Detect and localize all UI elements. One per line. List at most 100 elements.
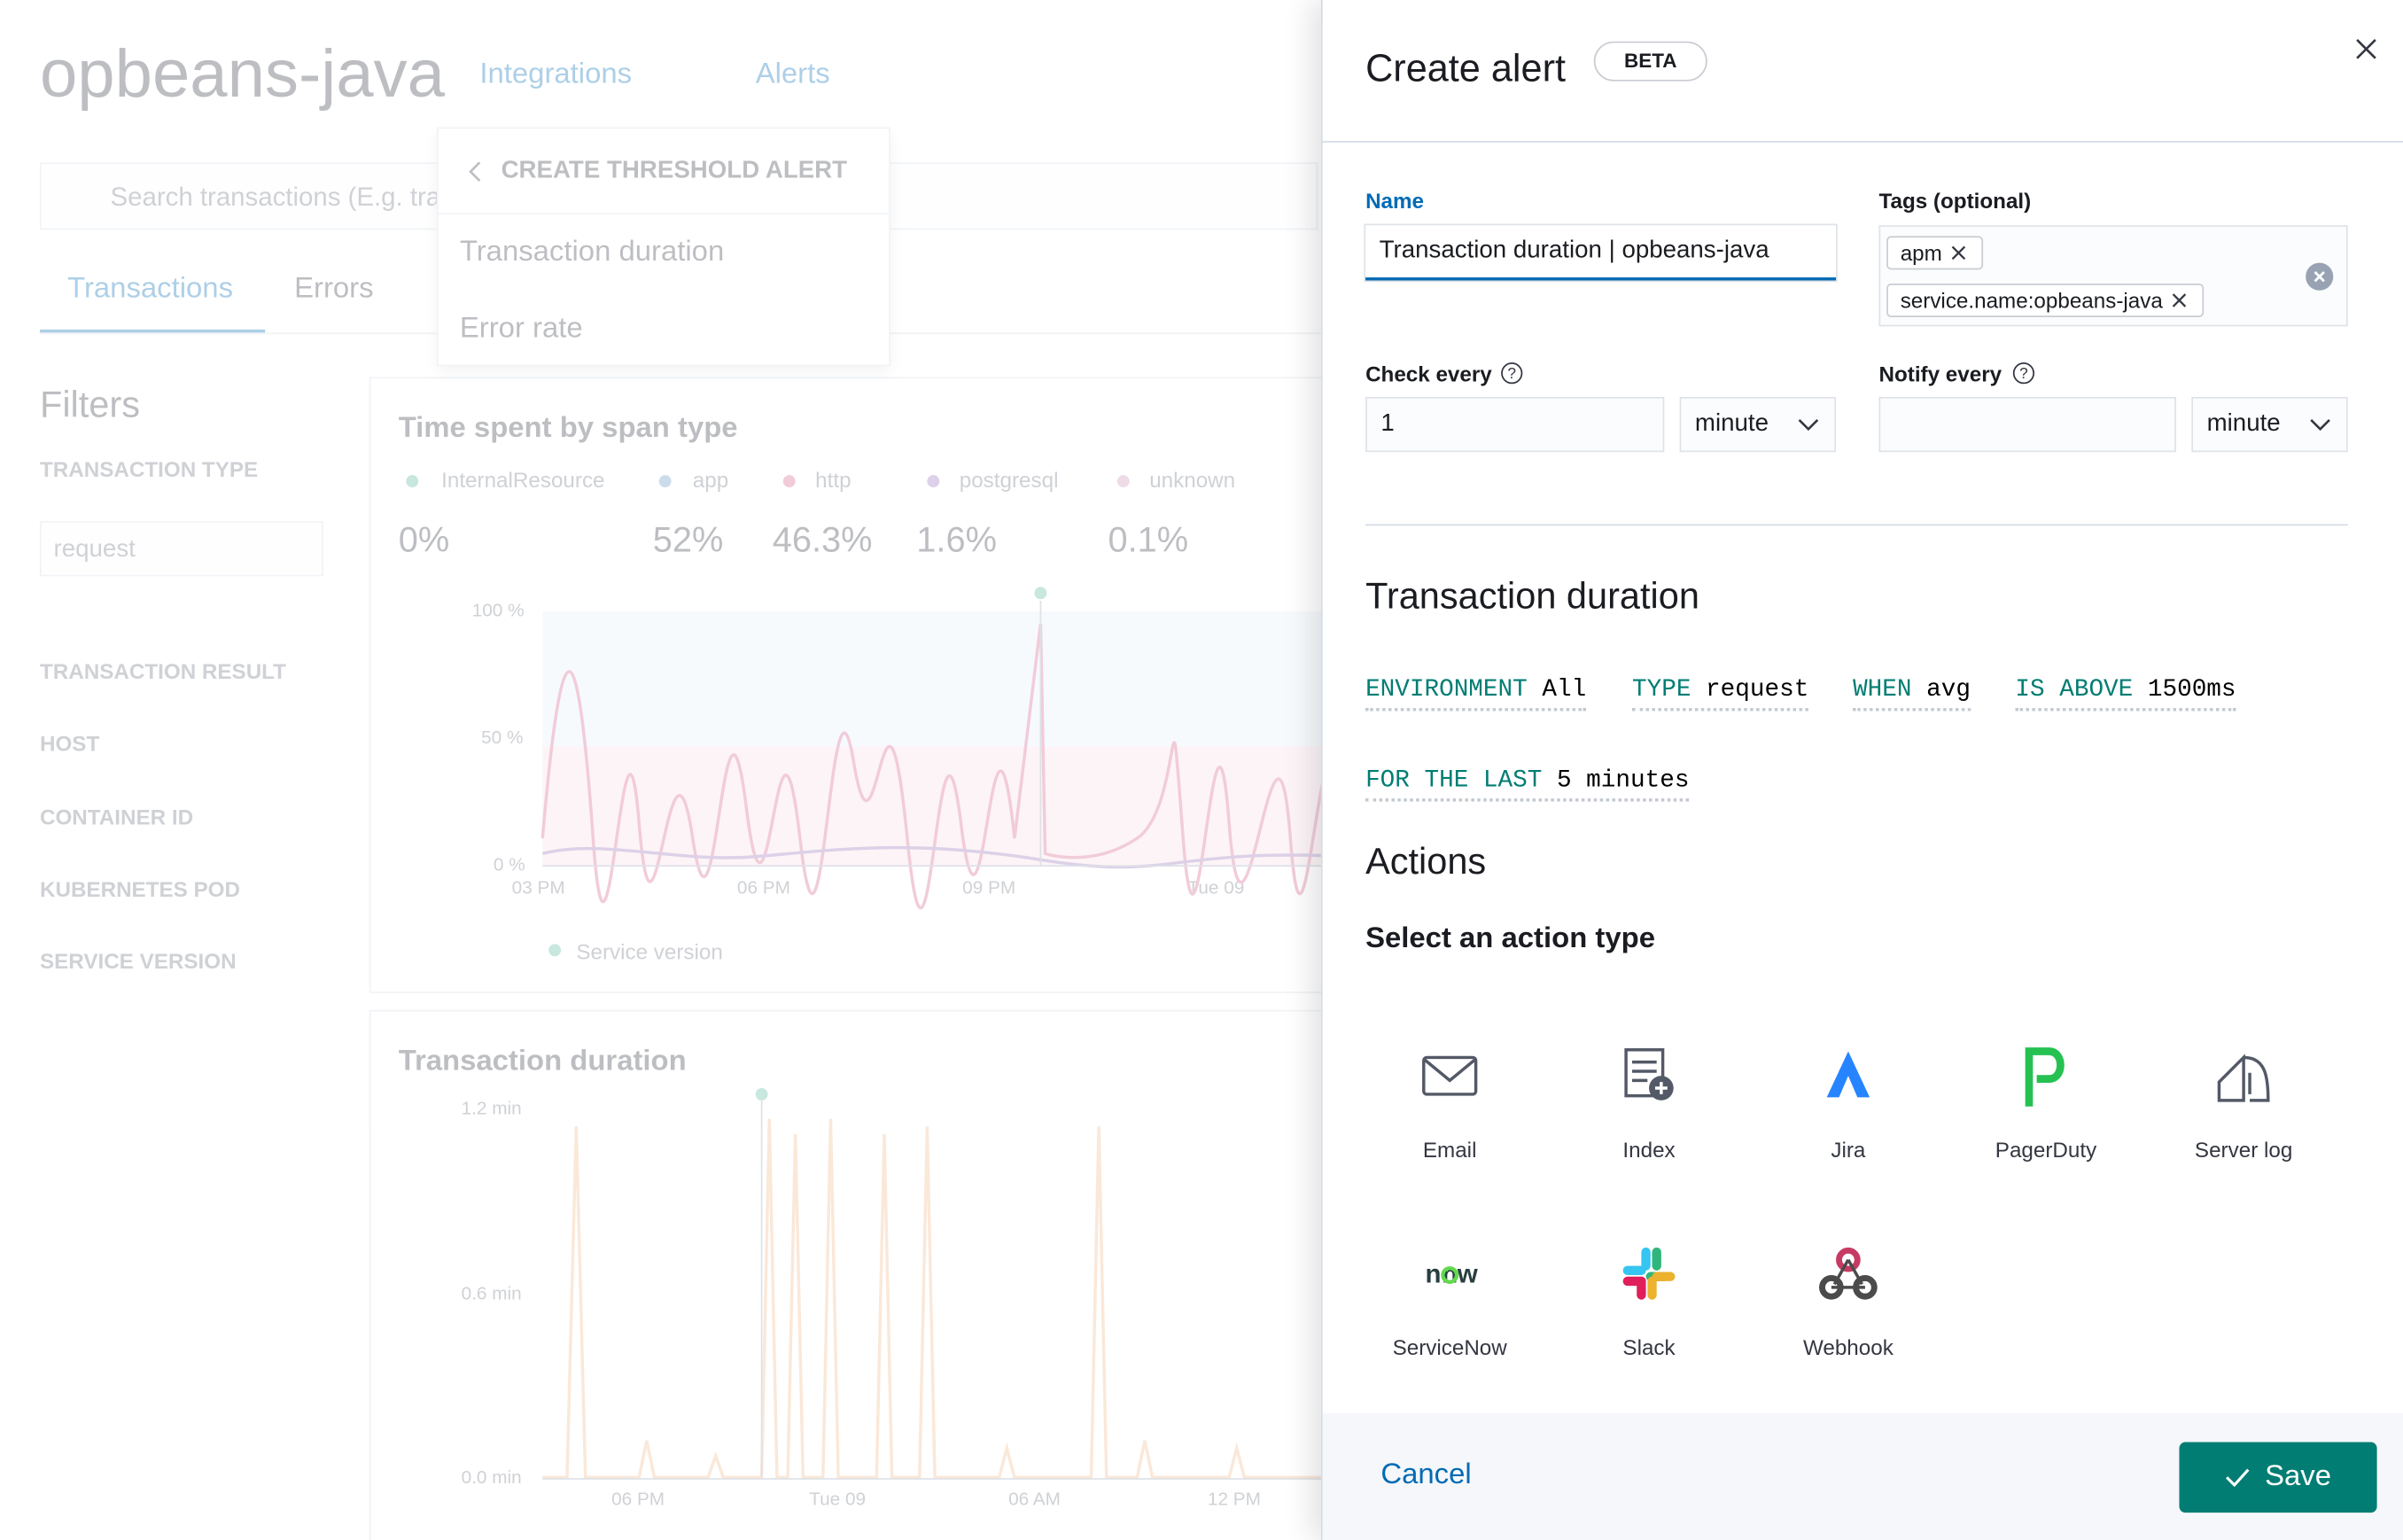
close-button[interactable]	[2355, 38, 2376, 59]
search-box[interactable]: Search transactions (E.g. tra	[39, 162, 1318, 230]
legend-value: 0%	[398, 519, 450, 560]
slack-icon	[1622, 1247, 1676, 1300]
filters-title: Filters	[39, 385, 140, 426]
nav-link[interactable]: Alerts	[755, 58, 830, 91]
legend-name: app	[692, 467, 729, 493]
tag-text: apm	[1900, 240, 1942, 266]
name-label: Name	[1365, 188, 1425, 214]
section-title: Transaction duration	[1365, 576, 1699, 618]
area	[542, 611, 1352, 867]
legend-dot	[782, 475, 796, 488]
divider	[1365, 524, 2348, 526]
legend-name: postgresql	[959, 467, 1059, 493]
actions-title: Actions	[1365, 841, 1487, 883]
expression[interactable]: IS ABOVE 1500ms	[2015, 676, 2236, 712]
legend-dot	[658, 475, 672, 488]
expression[interactable]: FOR THE LAST 5 minutes	[1365, 766, 1690, 802]
expression[interactable]: WHEN avg	[1853, 676, 1971, 712]
select[interactable]: request	[39, 521, 323, 577]
background-page: opbeans-java Integrations Alerts Search …	[39, 37, 1352, 1540]
notify-every-select[interactable]: minute	[2191, 396, 2348, 453]
notify-every-input[interactable]	[1878, 396, 2177, 453]
x-tick-label: 06 PM	[611, 1488, 665, 1510]
action-label: PagerDuty	[1995, 1137, 2097, 1163]
y-tick-label: 0.6 min	[461, 1282, 522, 1304]
filter-label[interactable]: CONTAINER ID	[39, 805, 194, 829]
filter-label[interactable]: HOST	[39, 731, 100, 756]
search-placeholder: Search transactions (E.g. tra	[110, 182, 441, 212]
divider	[438, 213, 890, 215]
action-label: ServiceNow	[1392, 1334, 1507, 1360]
tab[interactable]: Transactions	[67, 272, 234, 306]
action-card[interactable]: Email	[1357, 1030, 1542, 1198]
clear-tags[interactable]	[2305, 262, 2334, 292]
chevron	[2310, 418, 2330, 432]
expression-value: 5 minutes	[1556, 766, 1690, 794]
duration-chart-decoration	[542, 1088, 1352, 1480]
action-card[interactable]: Server log	[2151, 1030, 2336, 1198]
action-label: Slack	[1622, 1334, 1676, 1360]
check-every-label: Check every	[1365, 362, 1492, 386]
dropdown-item[interactable]: Transaction duration	[459, 236, 725, 268]
tag-chip: service.name:opbeans-java	[1886, 283, 2205, 318]
action-card[interactable]: Webhook	[1756, 1227, 1940, 1396]
check-every-value: 1	[1380, 410, 1395, 437]
index-icon	[1624, 1048, 1674, 1101]
cancel-button[interactable]: Cancel	[1380, 1458, 1472, 1491]
jira-icon	[1826, 1051, 1870, 1098]
marker-legend: Service version	[576, 939, 723, 964]
action-card[interactable]: Index	[1557, 1030, 1741, 1198]
filter-label[interactable]: KUBERNETES POD	[39, 876, 241, 901]
duration-chart-panel: Transaction duration 1.2 min 0.6 min 0.0…	[369, 1009, 1352, 1540]
y-tick-label: 100 %	[471, 599, 525, 621]
tab-underline	[39, 329, 266, 335]
filter-label[interactable]: TRANSACTION RESULT	[39, 658, 286, 684]
chart-title: Transaction duration	[398, 1045, 687, 1077]
x-tick-label: 06 AM	[1008, 1488, 1061, 1510]
span-chart-decoration	[406, 475, 1352, 957]
help-icon[interactable]: ?	[2012, 362, 2035, 385]
select-value: minute	[2206, 410, 2281, 437]
expression[interactable]: TYPE request	[1632, 676, 1809, 712]
nav-link[interactable]: Integrations	[479, 58, 633, 91]
legend-value: 52%	[652, 519, 724, 560]
marker	[755, 1088, 768, 1101]
help-icon[interactable]: ?	[1500, 362, 1523, 385]
tab[interactable]: Errors	[294, 272, 374, 306]
action-card[interactable]: Slack	[1557, 1227, 1741, 1396]
action-label: Jira	[1831, 1137, 1866, 1163]
x-tick-label: 03 PM	[511, 876, 565, 898]
divider	[1322, 141, 2403, 143]
line	[541, 845, 1352, 869]
save-button[interactable]: Save	[2179, 1442, 2377, 1513]
action-card[interactable]: Jira	[1756, 1030, 1940, 1198]
pagerduty-icon	[2025, 1047, 2065, 1107]
filter-label: TRANSACTION TYPE	[39, 456, 259, 482]
check-every-select[interactable]: minute	[1679, 396, 1837, 453]
name-input[interactable]: Transaction duration | opbeans-java	[1365, 225, 1837, 281]
legend-dot	[406, 475, 419, 488]
tag-remove[interactable]	[1942, 245, 1970, 261]
flyout-title: Create alert	[1365, 47, 1566, 91]
legend-dot	[1116, 475, 1130, 488]
check-icon	[2225, 1468, 2250, 1487]
action-card[interactable]: PagerDuty	[1954, 1030, 2138, 1198]
back-icon[interactable]	[466, 159, 485, 184]
check-every-input[interactable]: 1	[1365, 396, 1665, 453]
flyout: Create alert BETA Name Transaction durat…	[1320, 0, 2403, 1540]
tag-remove[interactable]	[2163, 292, 2190, 307]
legend-name: http	[815, 467, 852, 493]
expression-value: avg	[1926, 675, 1971, 704]
expression[interactable]: ENVIRONMENT All	[1365, 676, 1587, 712]
tags-label: Tags (optional)	[1878, 188, 2032, 214]
servicenow-icon: nn w	[1426, 1260, 1478, 1289]
action-label: Index	[1622, 1137, 1676, 1163]
filter-label[interactable]: SERVICE VERSION	[39, 948, 237, 974]
marker	[1034, 587, 1047, 600]
beta-badge: BETA	[1593, 41, 1707, 82]
x-tick-label: Tue 09	[1187, 876, 1245, 898]
dropdown-item[interactable]: Error rate	[459, 312, 583, 346]
